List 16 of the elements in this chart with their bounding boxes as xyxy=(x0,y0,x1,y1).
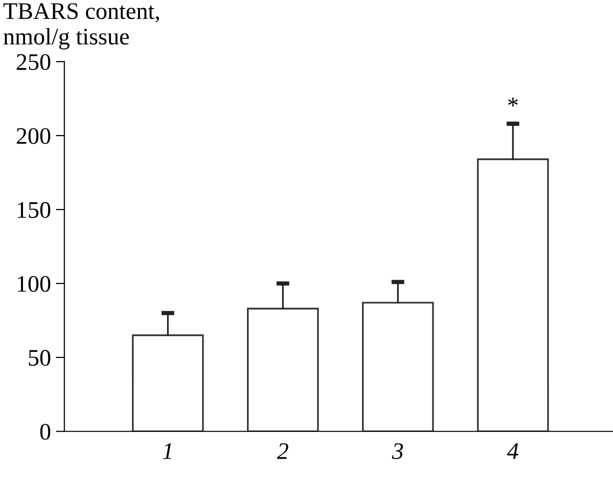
x-tick-label: 3 xyxy=(392,443,403,460)
y-tick-label: 250 xyxy=(16,54,50,70)
y-tick-label: 150 xyxy=(18,202,50,218)
bar xyxy=(477,158,549,432)
y-tick-label: 100 xyxy=(18,276,50,292)
bar xyxy=(132,334,204,432)
x-tick-label: 2 xyxy=(277,443,288,459)
x-tick-label: 1 xyxy=(162,443,172,459)
y-axis-title: TBARS content, nmol/g tissue xyxy=(3,3,159,50)
x-tick-label: 4 xyxy=(507,443,518,459)
annotation: * xyxy=(508,98,518,106)
bar xyxy=(246,308,319,432)
bar xyxy=(362,302,434,432)
y-tick-label: 0 xyxy=(40,424,50,440)
y-tick-label: 200 xyxy=(16,128,50,144)
y-tick-label: 50 xyxy=(28,350,50,366)
